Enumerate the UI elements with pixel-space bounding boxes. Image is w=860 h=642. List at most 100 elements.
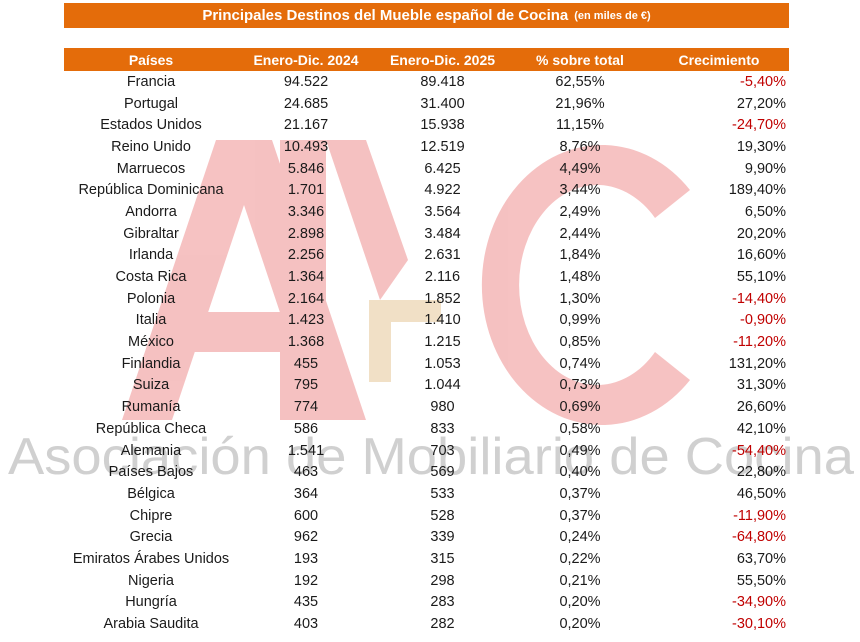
value-2024-cell: 2.898 xyxy=(287,225,325,242)
value-2024-cell: 1.423 xyxy=(287,312,325,329)
country-cell: Grecia xyxy=(129,529,173,546)
value-2024-cell: 1.368 xyxy=(287,334,325,351)
value-2024-cell: 1.701 xyxy=(287,182,325,199)
country-cell: Marruecos xyxy=(116,160,186,177)
value-2025-cell: 703 xyxy=(430,442,455,459)
value-2024-cell: 94.522 xyxy=(283,73,329,90)
growth-cell: 22,80% xyxy=(736,464,786,481)
share-cell: 0,22% xyxy=(559,550,601,567)
value-2025-cell: 1.044 xyxy=(424,377,461,394)
table-row: Finlandia 455 1.053 0,74% 131,20% xyxy=(64,353,789,375)
page-title: Principales Destinos del Mueble español … xyxy=(202,7,569,24)
country-cell: Nigeria xyxy=(128,572,174,589)
value-2025-cell: 339 xyxy=(430,529,455,546)
title-bar: Principales Destinos del Mueble español … xyxy=(64,3,789,28)
table-row: Emiratos Árabes Unidos 193 315 0,22% 63,70% xyxy=(64,548,789,570)
value-2025-cell: 1.053 xyxy=(424,355,461,372)
growth-cell: -24,70% xyxy=(731,117,786,134)
value-2024-cell: 435 xyxy=(293,594,319,611)
value-2024-cell: 962 xyxy=(293,529,319,546)
table-row: Polonia 2.164 1.852 1,30% -14,40% xyxy=(64,288,789,310)
country-cell: Costa Rica xyxy=(115,269,187,286)
value-2024-cell: 3.346 xyxy=(287,203,325,220)
growth-cell: 19,30% xyxy=(736,138,786,155)
share-cell: 21,96% xyxy=(555,95,605,112)
country-cell: Arabia Saudita xyxy=(103,616,199,633)
value-2024-cell: 1.541 xyxy=(287,442,325,459)
destinations-table: Países Enero-Dic. 2024 Enero-Dic. 2025 %… xyxy=(64,48,789,635)
growth-cell: 6,50% xyxy=(744,203,786,220)
value-2025-cell: 31.400 xyxy=(420,95,465,112)
table-row: Francia 94.522 89.418 62,55% -5,40% xyxy=(64,71,789,93)
country-cell: Finlandia xyxy=(121,355,181,372)
growth-cell: -14,40% xyxy=(731,290,786,307)
value-2025-cell: 4.922 xyxy=(424,182,461,199)
share-cell: 4,49% xyxy=(559,160,601,177)
value-2024-cell: 586 xyxy=(293,420,319,437)
value-2025-cell: 2.631 xyxy=(424,247,461,264)
share-cell: 1,48% xyxy=(559,269,601,286)
value-2025-cell: 3.484 xyxy=(424,225,461,242)
growth-cell: -0,90% xyxy=(740,312,786,329)
growth-cell: 63,70% xyxy=(736,550,786,567)
table-row: Irlanda 2.256 2.631 1,84% 16,60% xyxy=(64,245,789,267)
title-unit: (en miles de €) xyxy=(574,9,651,22)
value-2025-cell: 282 xyxy=(430,616,455,633)
growth-cell: -30,10% xyxy=(731,616,786,633)
value-2024-cell: 2.256 xyxy=(287,247,325,264)
growth-cell: 20,20% xyxy=(736,225,786,242)
value-2024-cell: 600 xyxy=(293,507,319,524)
country-cell: Emiratos Árabes Unidos xyxy=(72,550,230,567)
share-cell: 0,73% xyxy=(559,377,601,394)
share-cell: 11,15% xyxy=(555,117,605,134)
country-cell: Reino Unido xyxy=(111,138,191,155)
table-row: República Dominicana 1.701 4.922 3,44% 189,4… xyxy=(64,179,789,201)
value-2024-cell: 774 xyxy=(293,399,319,416)
share-cell: 1,30% xyxy=(559,290,601,307)
header-growth: Crecimiento xyxy=(649,48,789,71)
table-row: Italia 1.423 1.410 0,99% -0,90% xyxy=(64,310,789,332)
share-cell: 2,49% xyxy=(559,203,601,220)
value-2024-cell: 1.364 xyxy=(287,269,325,286)
growth-cell: 189,40% xyxy=(728,182,786,199)
header-2025: Enero-Dic. 2025 xyxy=(374,48,511,71)
table-row: Rumanía 774 980 0,69% 26,60% xyxy=(64,396,789,418)
share-cell: 0,37% xyxy=(559,507,601,524)
table-row: Nigeria 192 298 0,21% 55,50% xyxy=(64,570,789,592)
value-2024-cell: 192 xyxy=(293,572,319,589)
share-cell: 0,37% xyxy=(559,485,601,502)
table-row: México 1.368 1.215 0,85% -11,20% xyxy=(64,331,789,353)
value-2025-cell: 2.116 xyxy=(424,269,461,286)
value-2025-cell: 283 xyxy=(430,594,455,611)
value-2025-cell: 6.425 xyxy=(424,160,461,177)
table-header-row: Países Enero-Dic. 2024 Enero-Dic. 2025 %… xyxy=(64,48,789,71)
growth-cell: 26,60% xyxy=(736,399,786,416)
share-cell: 3,44% xyxy=(559,182,601,199)
table-row: Grecia 962 339 0,24% -64,80% xyxy=(64,526,789,548)
growth-cell: 46,50% xyxy=(736,485,786,502)
value-2024-cell: 463 xyxy=(293,464,319,481)
share-cell: 0,40% xyxy=(559,464,601,481)
country-cell: República Dominicana xyxy=(78,182,224,199)
share-cell: 0,58% xyxy=(559,420,601,437)
country-cell: Países Bajos xyxy=(108,464,194,481)
share-cell: 8,76% xyxy=(559,138,601,155)
value-2025-cell: 980 xyxy=(430,399,455,416)
header-2024: Enero-Dic. 2024 xyxy=(238,48,374,71)
country-cell: Rumanía xyxy=(121,399,181,416)
share-cell: 0,69% xyxy=(559,399,601,416)
value-2025-cell: 1.215 xyxy=(424,334,461,351)
country-cell: Andorra xyxy=(125,203,177,220)
growth-cell: -54,40% xyxy=(731,442,786,459)
growth-cell: 131,20% xyxy=(728,355,786,372)
country-cell: Italia xyxy=(135,312,167,329)
table-row: Hungría 435 283 0,20% -34,90% xyxy=(64,592,789,614)
value-2024-cell: 403 xyxy=(293,616,319,633)
table-row: Chipre 600 528 0,37% -11,90% xyxy=(64,505,789,527)
country-cell: Francia xyxy=(126,73,176,90)
growth-cell: -5,40% xyxy=(740,73,786,90)
country-cell: Bélgica xyxy=(127,485,175,502)
growth-cell: -64,80% xyxy=(731,529,786,546)
share-cell: 0,24% xyxy=(559,529,601,546)
value-2024-cell: 10.493 xyxy=(283,138,329,155)
